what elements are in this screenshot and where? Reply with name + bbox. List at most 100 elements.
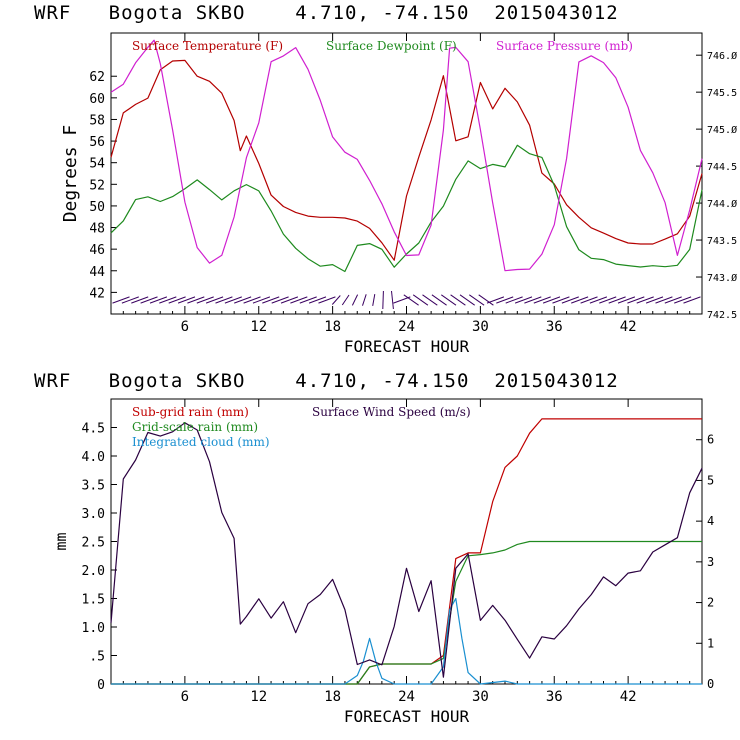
y-tick-label: 4.5 (82, 422, 105, 437)
wind-barb (196, 296, 214, 304)
x-tick-label: 18 (324, 319, 341, 335)
y2-tick-label: 743.5 (707, 236, 737, 247)
wind-barb (683, 296, 701, 304)
wind-barb (271, 296, 289, 304)
x-tick-label: 36 (546, 319, 563, 335)
y-tick-label: 56 (89, 135, 105, 150)
wind-barb (469, 294, 485, 306)
x-tick-label: 6 (181, 319, 189, 335)
chart-header-bottom: WRF Bogota SKBO 4.710, -74.150 201504301… (34, 370, 619, 392)
series-line (111, 540, 702, 685)
x-tick-label: 18 (324, 689, 341, 705)
series-line (110, 39, 703, 272)
y-tick-label: 0 (97, 678, 105, 693)
wind-barb (362, 294, 367, 306)
wind-barb (299, 296, 317, 304)
header-model: WRF (34, 2, 72, 24)
x-tick-label: 24 (398, 319, 415, 335)
x-tick-label: 12 (250, 689, 267, 705)
wind-barb (159, 296, 177, 304)
x-tick-label: 36 (546, 689, 563, 705)
legend-entry: Integrated cloud (mm) (132, 435, 270, 449)
header-run: 2015043012 (494, 370, 619, 392)
y2-tick-label: 1 (707, 636, 714, 650)
legend-entry: Surface Temperature (F) (132, 39, 283, 53)
header-model: WRF (34, 370, 72, 392)
wind-barb (655, 296, 673, 304)
y2-tick-label: 3 (707, 555, 714, 569)
legend-entry: Surface Wind Speed (m/s) (312, 405, 471, 419)
wind-barb (252, 296, 271, 304)
chart-header-top: WRF Bogota SKBO 4.710, -74.150 201504301… (34, 2, 619, 24)
legend-entry: Surface Pressure (mb) (496, 39, 633, 53)
y-tick-label: 46 (89, 243, 105, 258)
y2-tick-label: 743.Ø (707, 272, 737, 284)
wind-barb (664, 296, 682, 304)
y-tick-label: 42 (89, 286, 105, 301)
y-tick-label: 3.5 (82, 479, 105, 494)
wind-barb (478, 294, 494, 306)
y-axis-title: mm (52, 532, 70, 550)
wind-barb (351, 294, 359, 306)
y-tick-label: 44 (89, 265, 105, 280)
y-tick-label: 52 (89, 178, 105, 193)
wind-barb (589, 296, 608, 304)
y2-tick-label: 2 (707, 596, 714, 610)
y-tick-label: 3.0 (82, 507, 105, 522)
y-tick-label: 2.0 (82, 564, 105, 579)
wind-barb (121, 296, 139, 304)
legend-entry: Surface Dewpoint (F) (326, 39, 457, 53)
wind-barb (561, 296, 579, 304)
x-axis-title: FORECAST HOUR (344, 337, 470, 356)
x-tick-label: 6 (181, 689, 189, 705)
wind-barb (140, 296, 158, 304)
wind-barb (149, 296, 168, 304)
wind-barb (308, 296, 327, 304)
wind-barb (441, 294, 457, 306)
y2-tick-label: 4 (707, 514, 714, 528)
x-tick-label: 30 (472, 689, 489, 705)
x-tick-label: 42 (620, 319, 637, 335)
wind-barb (505, 296, 523, 304)
wind-barb (168, 296, 186, 304)
header-run: 2015043012 (494, 2, 619, 24)
header-station: Bogota SKBO (108, 370, 246, 392)
wind-barb (580, 296, 598, 304)
wind-barb (496, 296, 514, 304)
wind-barb (224, 296, 242, 304)
y-tick-label: 1.0 (82, 621, 105, 636)
wind-barb (412, 294, 429, 306)
x-tick-label: 42 (620, 689, 637, 705)
x-tick-label: 12 (250, 319, 267, 335)
wind-barb (571, 296, 589, 304)
series-line (110, 422, 703, 678)
precip-wind-panel: 6 12 18 24 30 36 420.51.01.52.02.53.03.54.04.5… (52, 398, 714, 726)
wind-barb (645, 296, 664, 304)
y2-tick-label: 744.Ø (707, 198, 737, 210)
wind-barb (234, 296, 252, 304)
wind-barb (524, 296, 542, 304)
header-station: Bogota SKBO (108, 2, 246, 24)
series-line (110, 59, 703, 261)
wind-barb (403, 294, 419, 306)
wind-barb (262, 296, 280, 304)
y2-tick-label: 0 (707, 677, 714, 691)
y-tick-label: 62 (89, 70, 105, 85)
wind-barb (280, 296, 299, 304)
y-axis-title: Degrees F (60, 125, 81, 223)
y-tick-label: 60 (89, 92, 105, 107)
y2-tick-label: 745.5 (707, 88, 737, 99)
wind-barb (674, 296, 692, 304)
legend-entry: Sub-grid rain (mm) (132, 405, 249, 419)
header-coords: 4.710, -74.150 (295, 370, 470, 392)
wind-barb (459, 294, 475, 306)
y-tick-label: .5 (89, 650, 105, 665)
y2-tick-label: 5 (707, 473, 714, 487)
wind-barb (617, 296, 636, 304)
series-line (110, 144, 703, 273)
wind-barb (372, 294, 376, 306)
wind-barb (542, 296, 561, 304)
wind-barb (131, 296, 149, 304)
wind-barb (187, 296, 205, 304)
